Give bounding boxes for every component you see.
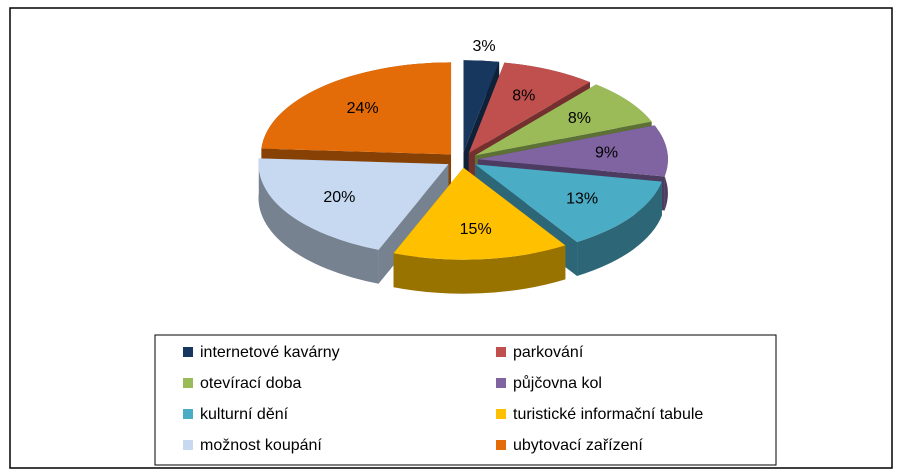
slice [463,60,500,153]
slice [468,62,590,153]
data-label: 24% [347,100,379,117]
legend-swatch [496,378,506,388]
slice [258,158,449,250]
legend-swatch [496,440,506,450]
data-label: 9% [595,145,618,162]
legend-label: možnost koupání [200,437,322,454]
slice [261,62,452,155]
slice [477,125,668,177]
pie: 3% 8% 8% 9% 13% 15% 20% 24% [258,38,668,294]
legend-label: kulturní dění [200,406,289,423]
legend-swatch [183,440,193,450]
legend-label: otevírací doba [200,375,302,392]
legend-label: parkování [513,344,584,361]
data-label: 20% [323,189,355,206]
legend: internetové kavárny parkování otevírací do… [183,344,703,454]
slice [474,84,652,156]
slice [475,164,662,243]
legend-label: internetové kavárny [200,344,340,361]
data-label: 13% [566,191,598,208]
legend-box [154,334,777,466]
data-label: 15% [460,221,492,238]
slice-side [393,245,566,294]
legend-swatch [183,378,193,388]
slice-side [258,158,379,284]
slice-side [577,181,662,277]
data-label: 8% [568,110,591,127]
legend-swatch [183,347,193,357]
legend-label: ubytovací zařízení [513,437,643,454]
legend-label: turistické informační tabule [513,406,703,423]
slice [393,167,566,260]
legend-swatch [496,409,506,419]
legend-label: půjčovna kol [513,374,602,392]
data-label: 3% [473,38,496,55]
legend-swatch [496,347,506,357]
legend-swatch [183,409,193,419]
data-label: 8% [512,88,535,105]
